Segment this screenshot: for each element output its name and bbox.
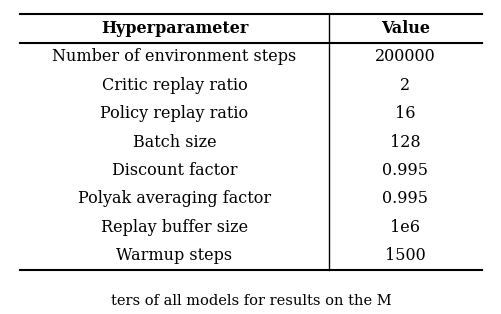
Text: Replay buffer size: Replay buffer size <box>101 219 247 236</box>
Text: Batch size: Batch size <box>132 133 216 151</box>
Text: 0.995: 0.995 <box>382 162 427 179</box>
Text: ters of all models for results on the M: ters of all models for results on the M <box>110 295 391 308</box>
Text: 0.995: 0.995 <box>382 191 427 208</box>
Text: Warmup steps: Warmup steps <box>116 247 232 264</box>
Text: Number of environment steps: Number of environment steps <box>52 48 296 65</box>
Text: 16: 16 <box>394 105 415 122</box>
Text: Value: Value <box>380 20 429 37</box>
Text: Critic replay ratio: Critic replay ratio <box>101 77 247 94</box>
Text: 2: 2 <box>399 77 410 94</box>
Text: 1500: 1500 <box>384 247 425 264</box>
Text: 128: 128 <box>389 133 420 151</box>
Text: Hyperparameter: Hyperparameter <box>101 20 247 37</box>
Text: 200000: 200000 <box>374 48 435 65</box>
Text: Polyak averaging factor: Polyak averaging factor <box>78 191 271 208</box>
Text: Policy replay ratio: Policy replay ratio <box>100 105 248 122</box>
Text: Discount factor: Discount factor <box>112 162 237 179</box>
Text: 1e6: 1e6 <box>390 219 419 236</box>
